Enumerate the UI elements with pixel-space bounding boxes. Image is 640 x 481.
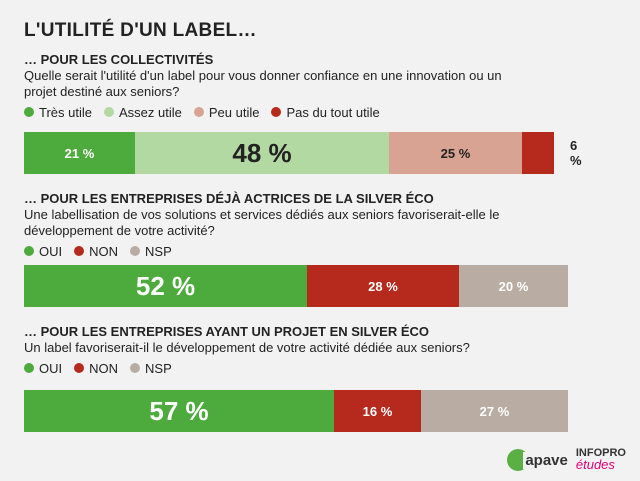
section-entreprises-actrices: … POUR LES ENTREPRISES DÉJÀ ACTRICES DE … [24,191,620,307]
bar-segment: 48 % [135,132,389,174]
data-label: 52 % [135,270,196,301]
bar-segment: 20 % [459,265,568,307]
bar-segment: 52 % [24,265,307,307]
legend-label: NSP [145,360,172,376]
apave-text: apave [523,451,568,469]
legend-item: NSP [130,361,172,376]
legend-dot-icon [74,246,85,256]
stacked-bar: 57 % 16 % 27 % [24,390,568,432]
data-label: 6 % [570,138,582,168]
legend-item: Peu utile [193,104,260,120]
data-label: 48 % [232,137,292,168]
legend-label: Très utile [39,104,92,120]
legend-item: Assez utile [103,104,182,120]
legend-label: NON [89,243,119,259]
bar-segment: 28 % [307,265,459,307]
data-label: 16 % [362,403,393,419]
bar-segment: 27 % [421,390,568,432]
section-question: Quelle serait l'utilité d'un label pour … [24,68,502,99]
legend-item: NON [74,361,118,376]
section-collectivites: … POUR LES COLLECTIVITÉS Quelle serait l… [24,52,620,174]
data-label: 21 % [64,145,95,161]
section-heading: … POUR LES ENTREPRISES DÉJÀ ACTRICES DE … [24,191,434,206]
legend-item: Pas du tout utile [271,104,380,120]
data-label: 25 % [440,145,471,161]
section-question: Une labellisation de vos solutions et se… [24,207,500,238]
data-label: 20 % [498,278,529,294]
legend-dot-icon [24,246,34,256]
bar-segment: 21 % [24,132,135,174]
legend-dot-icon [103,107,114,117]
logos: apave INFOPRO études [507,447,626,471]
infopro-logo: INFOPRO études [576,447,626,471]
infopro-text: INFOPRO [575,447,626,459]
legend-label: OUI [39,360,63,376]
page-title: L'UTILITÉ D'UN LABEL… [24,20,257,41]
legend-label: OUI [39,243,63,259]
data-label: 28 % [368,278,398,294]
data-label: 57 % [149,395,209,426]
legend-dot-icon [24,363,34,373]
legend-item: NON [74,244,118,259]
bar-segment [522,132,554,174]
legend-label: NSP [145,243,172,259]
stacked-bar: 21 % 48 % 25 % 6 % [24,132,582,174]
legend-dot-icon [24,107,34,117]
section-heading: … POUR LES ENTREPRISES AYANT UN PROJET E… [24,324,430,339]
etudes-text: études [575,457,615,472]
legend-dot-icon [130,246,141,256]
legend-label: NON [89,360,119,376]
legend: OUI NON NSP [24,243,620,259]
bar-segment: 57 % [24,390,334,432]
legend-dot-icon [74,363,85,373]
apave-logo: apave [507,449,568,471]
legend-label: Pas du tout utile [286,104,380,120]
bar-segment: 25 % [389,132,522,174]
section-question: Un label favoriserait-il le développemen… [24,340,470,355]
bar-segment: 16 % [334,390,421,432]
legend-item: OUI [24,244,62,259]
legend-item: Très utile [24,105,92,120]
section-heading: … POUR LES COLLECTIVITÉS [24,52,214,67]
section-entreprises-projet: … POUR LES ENTREPRISES AYANT UN PROJET E… [24,324,620,432]
legend: Très utile Assez utile Peu utile Pas du tou… [24,104,620,120]
legend-dot-icon [193,107,204,117]
legend-dot-icon [130,363,141,373]
legend-item: NSP [130,244,172,259]
stacked-bar: 52 % 28 % 20 % [24,265,568,307]
legend-label: Assez utile [118,104,182,120]
legend-dot-icon [271,107,282,117]
legend: OUI NON NSP [24,360,620,376]
legend-item: OUI [24,361,62,376]
legend-label: Peu utile [208,104,260,120]
data-label: 27 % [479,403,510,419]
